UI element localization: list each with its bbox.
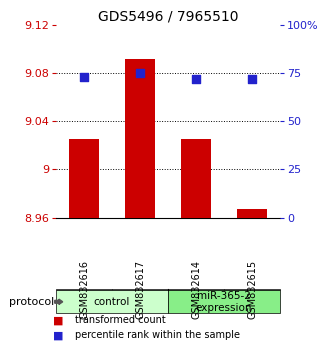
Point <box>81 74 86 80</box>
Text: miR-365-2
expression: miR-365-2 expression <box>196 291 252 313</box>
Text: GSM832616: GSM832616 <box>79 260 89 319</box>
Bar <box>180 139 212 218</box>
Text: control: control <box>94 297 130 307</box>
Text: transformed count: transformed count <box>75 315 166 325</box>
Text: protocol: protocol <box>9 297 54 307</box>
Text: ■: ■ <box>53 315 63 325</box>
Title: GDS5496 / 7965510: GDS5496 / 7965510 <box>98 10 238 24</box>
Text: GSM832617: GSM832617 <box>135 260 145 319</box>
Text: GSM832615: GSM832615 <box>247 260 257 319</box>
Bar <box>68 139 100 218</box>
Bar <box>124 58 156 218</box>
Text: percentile rank within the sample: percentile rank within the sample <box>75 330 240 340</box>
Text: ■: ■ <box>53 330 63 340</box>
Point <box>138 70 143 76</box>
Point <box>250 76 255 82</box>
Bar <box>236 209 268 218</box>
Text: GSM832614: GSM832614 <box>191 260 201 319</box>
Point <box>193 76 198 82</box>
